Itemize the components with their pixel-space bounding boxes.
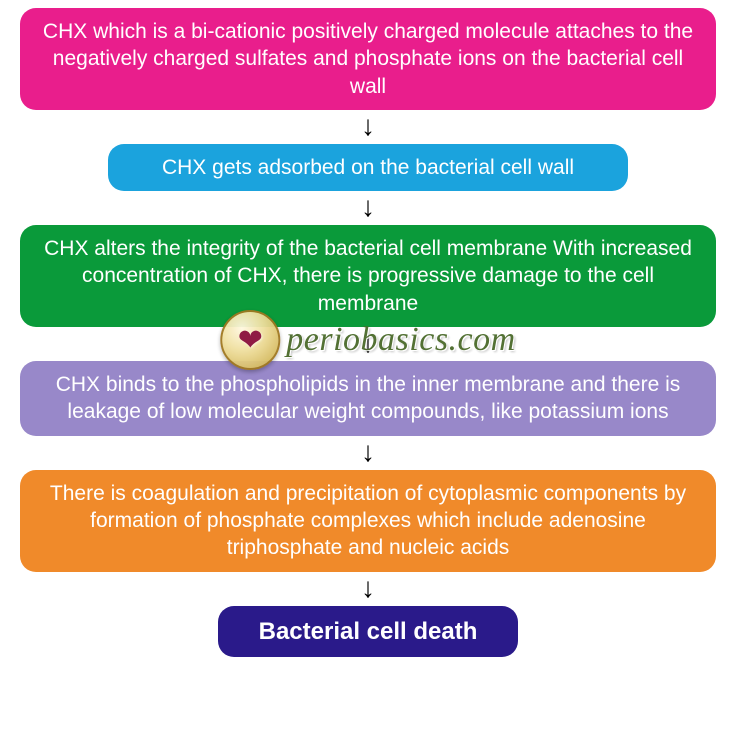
flow-box-3: CHX alters the integrity of the bacteria… bbox=[20, 225, 716, 327]
arrow-down-icon: ↓ bbox=[361, 329, 375, 357]
arrow-down-icon: ↓ bbox=[361, 193, 375, 221]
arrow-down-icon: ↓ bbox=[361, 438, 375, 466]
flowchart: CHX which is a bi-cationic positively ch… bbox=[0, 0, 736, 657]
flow-box-5: There is coagulation and precipitation o… bbox=[20, 470, 716, 572]
flow-box-2: CHX gets adsorbed on the bacterial cell … bbox=[108, 144, 628, 191]
arrow-down-icon: ↓ bbox=[361, 574, 375, 602]
arrow-down-icon: ↓ bbox=[361, 112, 375, 140]
flow-box-4: CHX binds to the phospholipids in the in… bbox=[20, 361, 716, 436]
flow-box-1: CHX which is a bi-cationic positively ch… bbox=[20, 8, 716, 110]
flow-box-6: Bacterial cell death bbox=[218, 606, 518, 657]
